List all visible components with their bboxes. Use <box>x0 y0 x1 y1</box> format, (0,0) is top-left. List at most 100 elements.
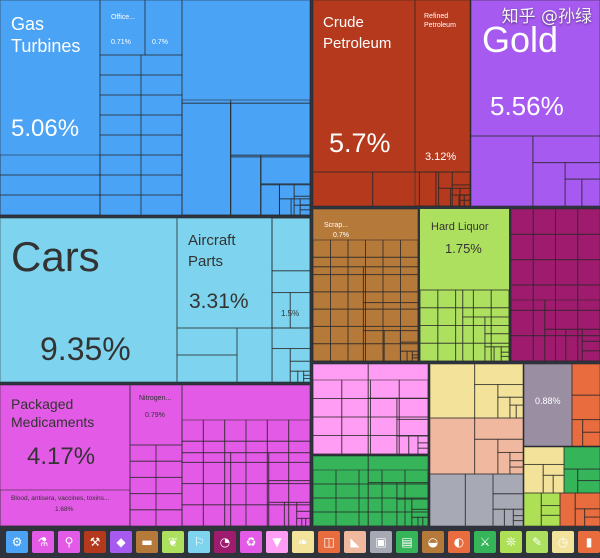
gear-icon[interactable]: ⚙ <box>6 531 28 553</box>
treemap-chart: Gas Turbines 5.06% Office... 0.71% 0.7% C… <box>0 0 600 526</box>
car-icon[interactable]: ⚐ <box>188 531 210 553</box>
tile-gold[interactable] <box>471 0 600 136</box>
value-gas-turbines: 5.06% <box>11 115 79 142</box>
label-refined-l1: Refined <box>424 13 448 20</box>
value-scrap: 0.7% <box>333 232 349 239</box>
label-cars: Cars <box>11 233 100 280</box>
tile-cars[interactable] <box>0 218 177 382</box>
subtile <box>0 194 101 216</box>
label-crude-petroleum: Crude Petroleum <box>323 14 391 52</box>
label-pm-l2: Medicaments <box>11 414 94 430</box>
label-gold: Gold <box>482 19 558 60</box>
fish-icon[interactable]: ◐ <box>448 531 470 553</box>
tile-misc-green[interactable] <box>564 447 600 493</box>
subtile <box>463 194 471 207</box>
chair-icon[interactable]: ◫ <box>318 531 340 553</box>
value-transport-1-5: 1.5% <box>281 309 299 318</box>
subtile <box>398 435 429 455</box>
category-toolbar: ⚙ ⚗ ⚲ ⚒ ◆ ▬ ❦ ⚐ ◔ ♻ ▼ ❧ ◫ ◣ ▣ ▤ ◒ ◐ ⚔ ❊ ✎ ◷ ▮ <box>0 526 600 558</box>
tile-nitrogen[interactable] <box>130 385 182 445</box>
label-hard-liquor: Hard Liquor <box>431 221 489 233</box>
tile-precious-rest[interactable] <box>471 136 600 206</box>
rifle-icon[interactable]: ⚔ <box>474 531 496 553</box>
gauge-icon[interactable]: ◔ <box>214 531 236 553</box>
label-blood-vaccines: Blood, antisera, vaccines, toxins... <box>11 495 109 502</box>
label-crude-l2: Petroleum <box>323 35 391 52</box>
leaf-icon[interactable]: ❧ <box>292 531 314 553</box>
subtile <box>581 178 600 207</box>
tile-misc-lime[interactable] <box>524 493 560 526</box>
label-aircraft-l2: Parts <box>188 253 223 270</box>
value-packaged-medicaments: 4.17% <box>27 443 95 470</box>
label-packaged-medicaments: Packaged Medicaments <box>11 396 94 430</box>
label-crude-l1: Crude <box>323 14 364 31</box>
subtile <box>490 342 510 362</box>
tile-vegetable[interactable] <box>430 364 523 418</box>
bottle-icon[interactable]: ▮ <box>578 531 600 553</box>
tile-transport-1-5[interactable] <box>272 218 310 328</box>
tile-stone-glass[interactable] <box>430 474 523 526</box>
subtile <box>303 378 311 383</box>
subtile <box>299 209 311 216</box>
tile-machines-rest[interactable] <box>182 0 310 215</box>
tile-aircraft-parts[interactable] <box>177 218 272 328</box>
watermark-text: 知乎 @孙绿 <box>501 7 592 27</box>
subtile <box>289 292 311 329</box>
label-gas-turbines-l1: Gas <box>11 14 44 34</box>
beaker-icon[interactable]: ⚲ <box>58 531 80 553</box>
value-nitrogen: 0.79% <box>145 412 165 419</box>
label-aircraft-l1: Aircraft <box>188 232 236 249</box>
anvil-icon[interactable]: ▬ <box>136 531 158 553</box>
tile-plastics[interactable] <box>572 364 600 446</box>
mill-icon[interactable]: ❊ <box>500 531 522 553</box>
tile-instruments[interactable] <box>524 364 572 446</box>
subtile <box>404 511 429 526</box>
subtile <box>582 431 600 447</box>
tile-refined-petroleum[interactable] <box>415 0 470 172</box>
tile-misc-yellow[interactable] <box>524 447 564 493</box>
label-gas-turbines: Gas Turbines <box>11 14 80 56</box>
tile-hard-liquor[interactable] <box>420 209 509 361</box>
tile-animal[interactable] <box>430 418 523 474</box>
gem-icon[interactable]: ◆ <box>110 531 132 553</box>
subtile <box>400 343 419 362</box>
shirt-icon[interactable]: ▼ <box>266 531 288 553</box>
value-office: 0.71% <box>111 39 131 46</box>
tile-office-machines[interactable] <box>100 0 145 55</box>
tile-paper[interactable] <box>313 456 428 526</box>
recycle-icon[interactable]: ♻ <box>240 531 262 553</box>
shoe-icon[interactable]: ◣ <box>344 531 366 553</box>
value-cars: 9.35% <box>40 331 131 367</box>
tile-misc-orange[interactable] <box>560 493 600 526</box>
subtile <box>0 489 131 526</box>
tile-packaged-medicaments[interactable] <box>0 385 130 526</box>
easel-icon[interactable]: ▤ <box>396 531 418 553</box>
label-refined-l2: Petroleum <box>424 22 456 29</box>
label-gas-turbines-l2: Turbines <box>11 36 80 56</box>
tile-crude-petroleum[interactable] <box>313 0 415 172</box>
value-blood-vaccines: 1.68% <box>55 506 74 513</box>
dropper-icon[interactable]: ✎ <box>526 531 548 553</box>
tile-mineral-rest[interactable] <box>313 172 470 206</box>
tile-gas-turbines[interactable] <box>0 0 100 215</box>
clock-icon[interactable]: ◷ <box>552 531 574 553</box>
label-pm-l1: Packaged <box>11 396 73 412</box>
value-instruments: 0.88% <box>535 396 561 406</box>
value-refined-petroleum: 3.12% <box>425 151 456 163</box>
pickaxe-icon[interactable]: ⚒ <box>84 531 106 553</box>
value-hard-liquor: 1.75% <box>445 241 482 256</box>
value-machines-0-7: 0.7% <box>152 39 168 46</box>
pot-icon[interactable]: ◒ <box>422 531 444 553</box>
flask-icon[interactable]: ⚗ <box>32 531 54 553</box>
label-office: Office... <box>111 14 135 21</box>
value-aircraft-parts: 3.31% <box>189 290 249 313</box>
wheat-icon[interactable]: ❦ <box>162 531 184 553</box>
label-aircraft-parts: Aircraft Parts <box>188 232 236 270</box>
label-refined-petroleum: Refined Petroleum <box>424 13 456 29</box>
value-crude-petroleum: 5.7% <box>329 128 391 158</box>
value-gold: 5.56% <box>490 91 564 121</box>
label-nitrogen: Nitrogen... <box>139 395 171 402</box>
tile-machines-0-7[interactable] <box>145 0 182 55</box>
box-icon[interactable]: ▣ <box>370 531 392 553</box>
